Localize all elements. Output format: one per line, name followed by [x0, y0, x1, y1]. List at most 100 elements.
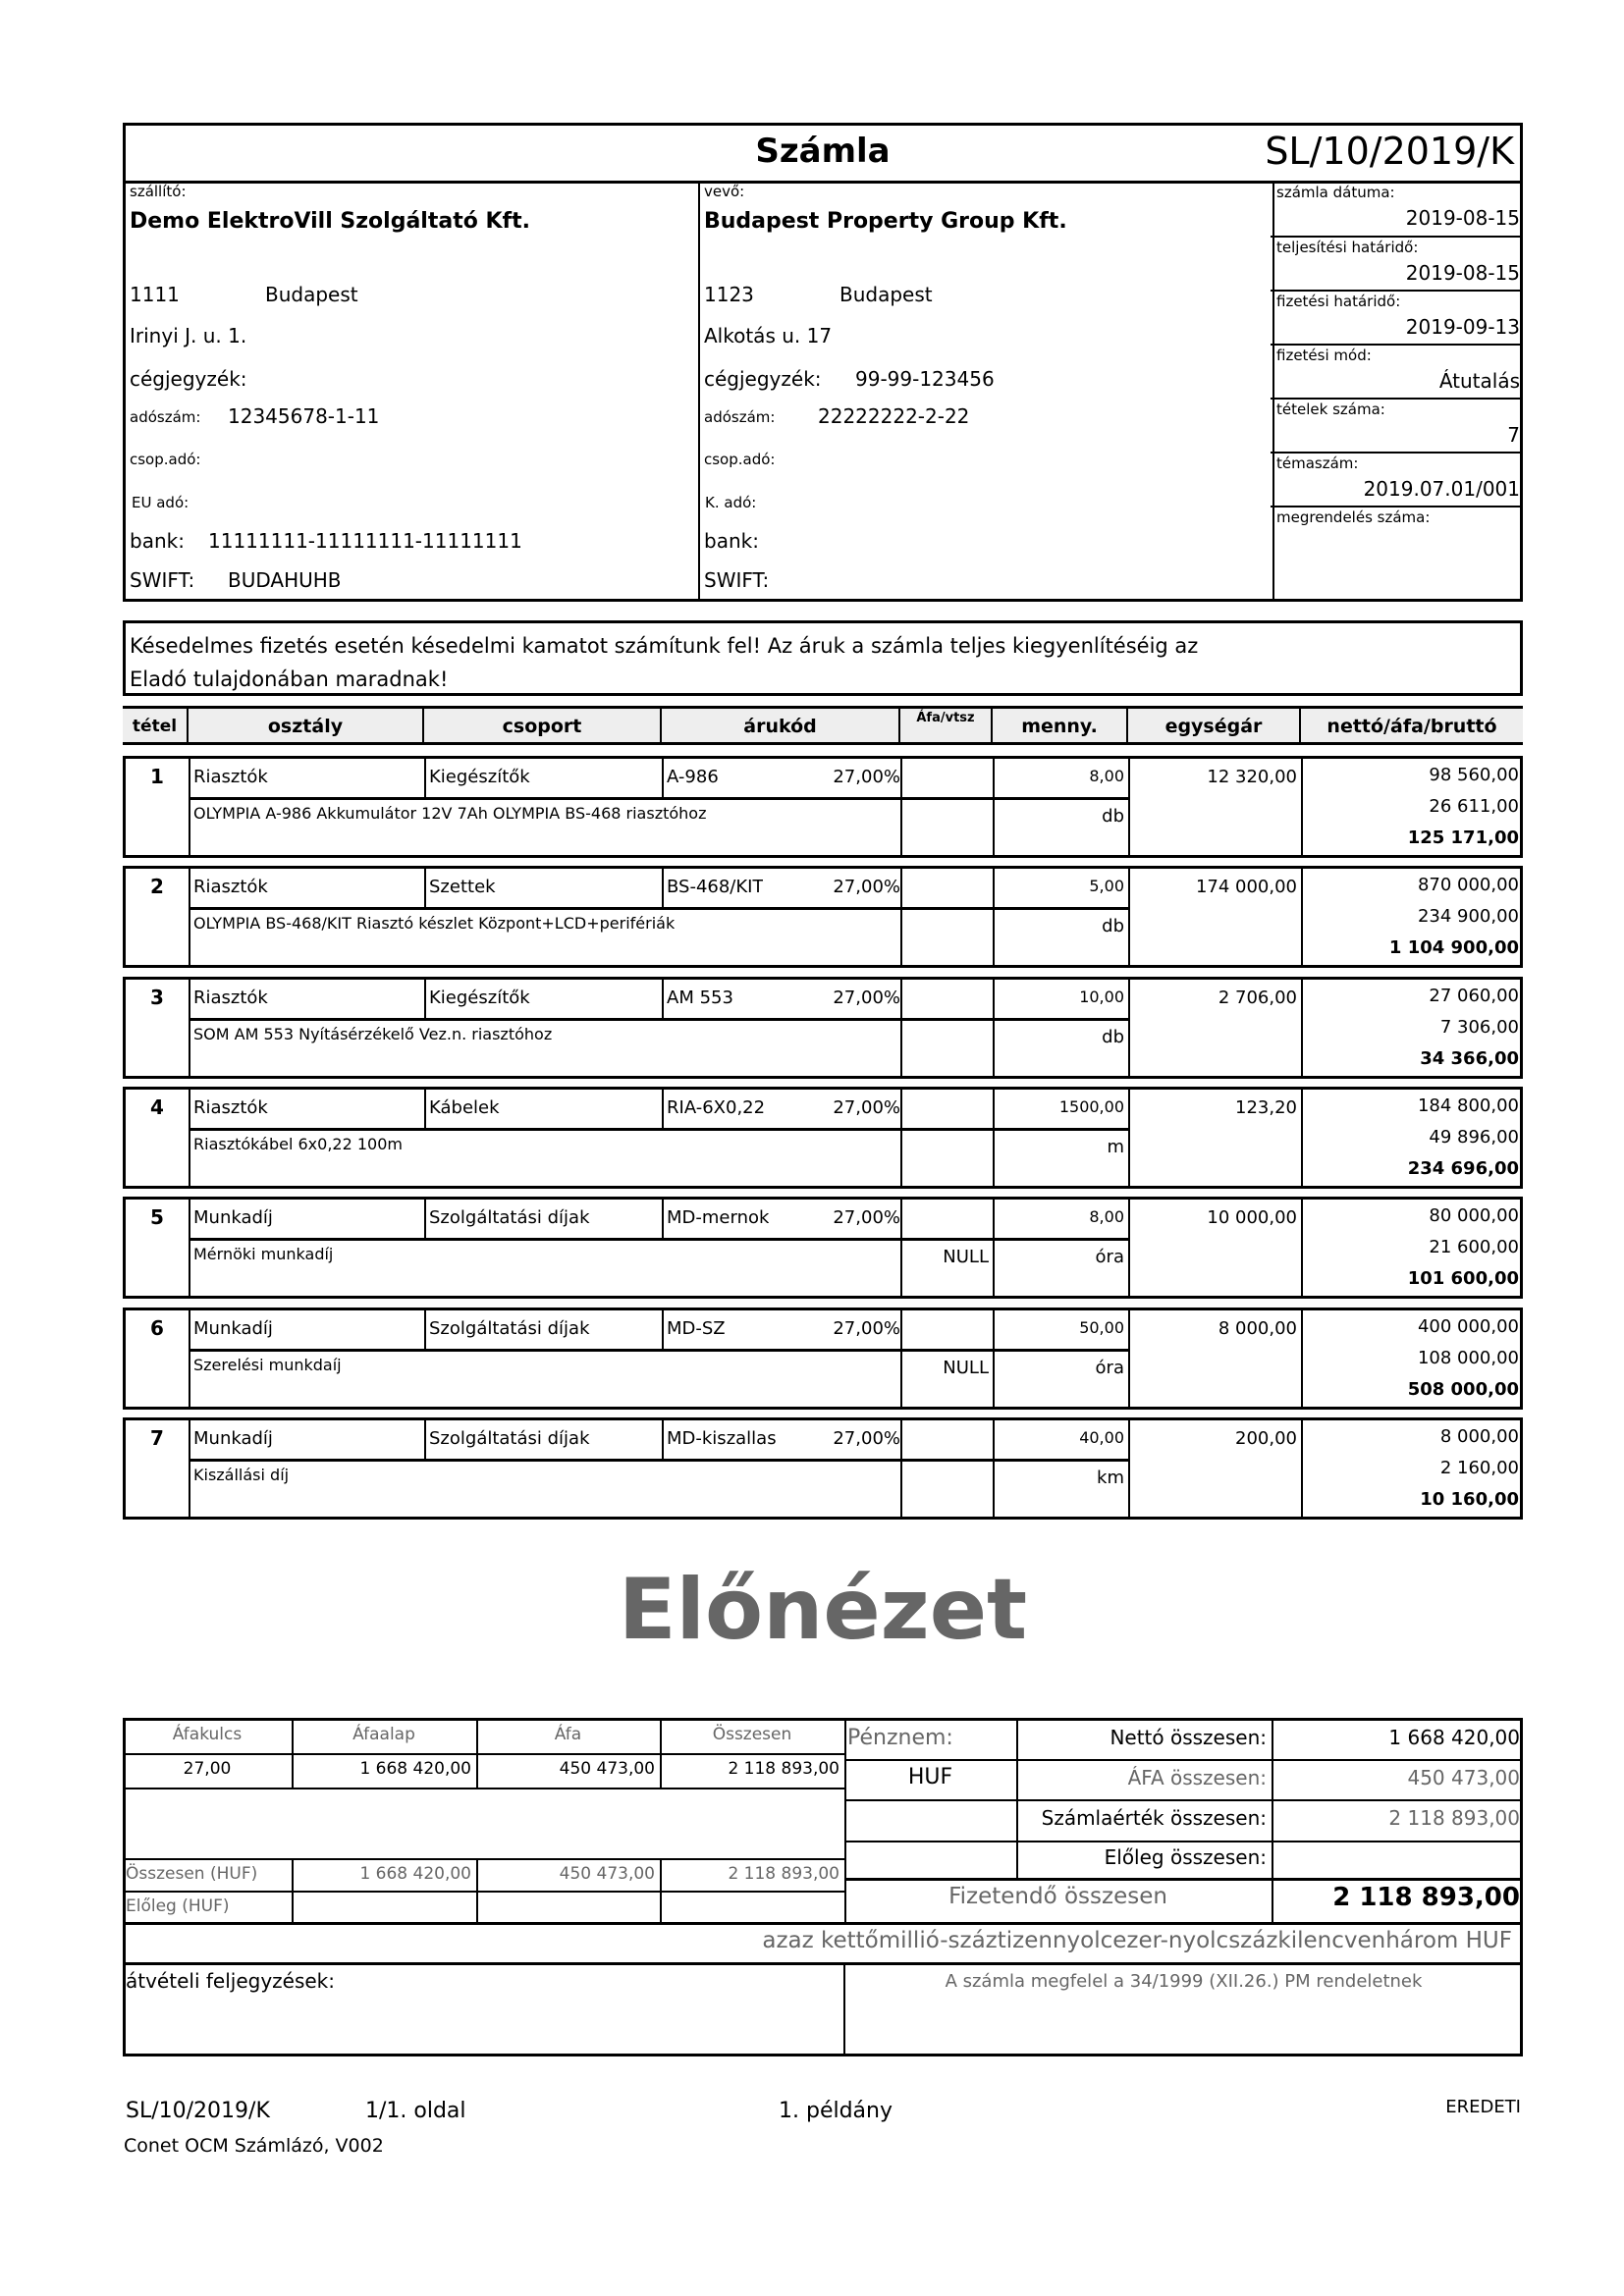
info-value: 2019.07.01/001	[1363, 477, 1520, 501]
item-gross: 1 104 900,00	[1388, 937, 1519, 959]
item-unit-price: 10 000,00	[1207, 1207, 1297, 1229]
item-class: Riasztók	[193, 987, 268, 1008]
column-header: árukód	[662, 709, 900, 742]
item-unit: db	[1102, 806, 1124, 827]
supplier-tax: 12345678-1-11	[228, 404, 380, 428]
item-unit-price: 8 000,00	[1218, 1317, 1297, 1339]
column-header: egységár	[1128, 709, 1301, 742]
info-value: 2019-08-15	[1405, 261, 1520, 285]
footer-software: Conet OCM Számlázó, V002	[124, 2135, 384, 2157]
supplier-reg-label: cégjegyzék:	[130, 367, 247, 391]
item-quantity: 5,00	[1089, 877, 1124, 896]
item-unit: óra	[1095, 1357, 1124, 1378]
item-group: Szolgáltatási díjak	[429, 1207, 590, 1229]
item-unit: db	[1102, 916, 1124, 937]
footer-invoice-number: SL/10/2019/K	[126, 2099, 270, 2123]
item-code: BS-468/KIT	[667, 877, 764, 898]
invoice-total-label: Számlaérték összesen:	[1041, 1806, 1267, 1830]
vat-sum-base: 1 668 420,00	[359, 1864, 471, 1884]
advance-total-label: Előleg összesen:	[1104, 1845, 1267, 1869]
buyer-street: Alkotás u. 17	[704, 324, 833, 347]
item-description: Kiszállási díj	[193, 1465, 290, 1484]
column-header: nettó/áfa/bruttó	[1301, 709, 1523, 742]
buyer-reg-label: cégjegyzék:	[704, 367, 822, 391]
invoice-total: 2 118 893,00	[1388, 1806, 1520, 1830]
buyer-tax: 22222222-2-22	[818, 404, 970, 428]
column-header: csoport	[424, 709, 662, 742]
item-net: 98 560,00	[1429, 765, 1519, 785]
buyer-reg: 99-99-123456	[855, 367, 995, 391]
vat-rate: 27,00	[183, 1759, 232, 1779]
item-unit-price: 174 000,00	[1195, 877, 1297, 898]
buyer-tax-label: adószám:	[704, 408, 776, 426]
item-code: MD-SZ	[667, 1317, 726, 1339]
title-box: Számla SL/10/2019/K	[123, 123, 1523, 184]
item-number: 1	[150, 765, 164, 788]
vat-total-value: 450 473,00	[1407, 1766, 1520, 1789]
info-label: megrendelés száma:	[1276, 508, 1431, 526]
column-header: tétel	[123, 709, 189, 742]
item-description: Riasztókábel 6x0,22 100m	[193, 1134, 403, 1153]
item-row: 2 Riasztók Szettek BS-468/KIT 27,00% 5,00 db 17…	[123, 866, 1523, 969]
supplier-name: Demo ElektroVill Szolgáltató Kft.	[130, 209, 530, 234]
vat-total-label: ÁFA összesen:	[1127, 1766, 1267, 1789]
supplier-swift: BUDAHUHB	[228, 568, 342, 592]
column-header: menny.	[993, 709, 1128, 742]
parties-box	[123, 181, 1523, 602]
buyer-label: vevő:	[704, 183, 745, 200]
item-net: 80 000,00	[1429, 1205, 1519, 1227]
legal-note: A számla megfelel a 34/1999 (XII.26.) PM…	[945, 1971, 1423, 1992]
supplier-zip: 1111	[130, 283, 180, 306]
buyer-name: Budapest Property Group Kft.	[704, 209, 1067, 234]
item-unit-price: 123,20	[1235, 1096, 1297, 1118]
item-vat-rate: 27,00%	[833, 1317, 900, 1339]
item-tax: 234 900,00	[1417, 906, 1519, 928]
supplier-label: szállító:	[130, 183, 187, 200]
preview-watermark: Előnézet	[618, 1561, 1028, 1659]
item-group: Kábelek	[429, 1096, 500, 1118]
item-description: Szerelési munkdaíj	[193, 1355, 342, 1374]
item-row: 5 Munkadíj Szolgáltatási díjak MD-mernok 27,…	[123, 1197, 1523, 1300]
item-row: 4 Riasztók Kábelek RIA-6X0,22 27,00% 1500,00 m…	[123, 1086, 1523, 1189]
item-tax: 7 306,00	[1439, 1016, 1519, 1038]
info-label: fizetési határidő:	[1276, 293, 1401, 310]
vat-sum-label: Összesen (HUF)	[126, 1864, 258, 1884]
footer-original: EREDETI	[1445, 2097, 1521, 2117]
item-group: Kiegészítők	[429, 767, 530, 787]
payment-note: Késedelmes fizetés esetén késedelmi kama…	[130, 634, 1199, 691]
item-group: Szettek	[429, 877, 496, 898]
payable-label: Fizetendő összesen	[948, 1884, 1167, 1909]
supplier-tax-label: adószám:	[130, 408, 201, 426]
item-code: MD-kiszallas	[667, 1427, 777, 1449]
item-row: 7 Munkadíj Szolgáltatási díjak MD-kiszallas…	[123, 1416, 1523, 1520]
item-net: 400 000,00	[1417, 1315, 1519, 1337]
items-header: tétel osztály csoport árukód Áfa/vtsz menny. e…	[123, 706, 1523, 745]
item-net: 184 800,00	[1417, 1095, 1519, 1116]
item-net: 8 000,00	[1439, 1425, 1519, 1447]
currency-label: Pénznem:	[847, 1726, 953, 1750]
supplier-bank: 11111111-11111111-11111111	[208, 529, 522, 553]
item-unit-price: 2 706,00	[1218, 987, 1297, 1008]
item-row: 1 Riasztók Kiegészítők A-986 27,00% 8,00 db 12 …	[123, 756, 1523, 858]
item-net: 870 000,00	[1417, 875, 1519, 896]
item-number: 5	[150, 1205, 164, 1230]
vat-amount: 450 473,00	[559, 1759, 655, 1779]
vat-sum-vat: 450 473,00	[559, 1864, 655, 1884]
summary-box	[123, 1718, 1523, 2056]
item-class: Riasztók	[193, 877, 268, 898]
supplier-group-tax-label: csop.adó:	[130, 451, 201, 468]
vat-header-vat: Áfa	[554, 1725, 582, 1744]
item-quantity: 10,00	[1079, 987, 1124, 1006]
column-header: osztály	[189, 709, 424, 742]
info-label: számla dátuma:	[1276, 184, 1395, 201]
vat-total: 2 118 893,00	[728, 1759, 839, 1779]
item-description: OLYMPIA A-986 Akkumulátor 12V 7Ah OLYMPI…	[193, 804, 707, 823]
supplier-eu-tax-label: EU adó:	[132, 494, 189, 511]
info-label: teljesítési határidő:	[1276, 239, 1419, 256]
item-tax: 49 896,00	[1429, 1126, 1519, 1148]
item-code: AM 553	[667, 987, 733, 1008]
item-gross: 34 366,00	[1420, 1047, 1519, 1069]
invoice-title: Számla	[755, 132, 891, 171]
item-gross: 234 696,00	[1407, 1157, 1519, 1179]
item-description: OLYMPIA BS-468/KIT Riasztó készlet Közpo…	[193, 914, 676, 934]
